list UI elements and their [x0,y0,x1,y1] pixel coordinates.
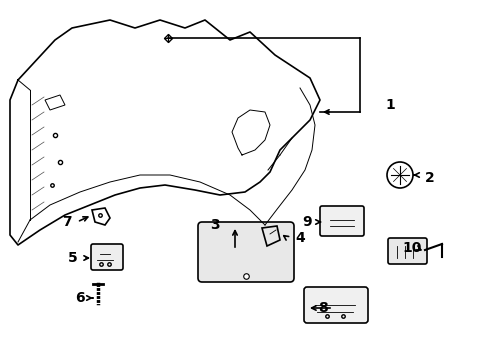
Text: 1: 1 [384,98,394,112]
Text: 5: 5 [68,251,78,265]
Text: 8: 8 [318,301,327,315]
Text: 9: 9 [302,215,311,229]
FancyBboxPatch shape [304,287,367,323]
Text: 3: 3 [210,218,220,232]
FancyBboxPatch shape [198,222,293,282]
Text: 2: 2 [424,171,434,185]
Text: 6: 6 [75,291,85,305]
Text: 7: 7 [62,215,72,229]
Text: 4: 4 [294,231,304,245]
FancyBboxPatch shape [319,206,363,236]
FancyBboxPatch shape [91,244,123,270]
FancyBboxPatch shape [387,238,426,264]
Text: 10: 10 [402,241,421,255]
